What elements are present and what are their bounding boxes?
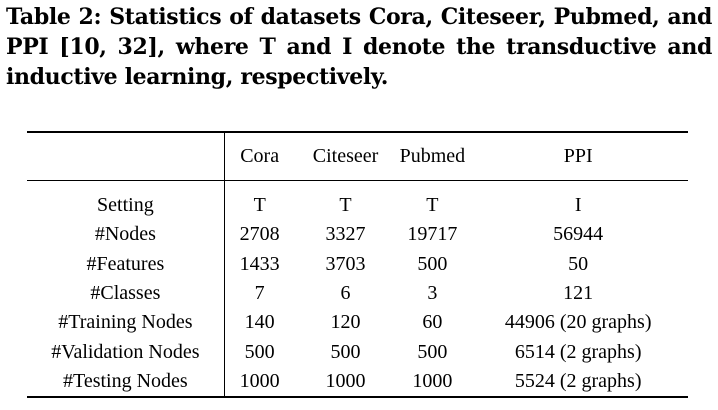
header-cell-cora: Cora xyxy=(223,132,295,181)
cell-cora: T xyxy=(223,180,295,221)
table-row-nodes: #Nodes 2708 3327 19717 56944 xyxy=(27,220,688,250)
cell-citeseer: 6 xyxy=(340,282,351,305)
table-header-row: Cora Citeseer Pubmed PPI xyxy=(27,132,688,181)
cell-pubmed: 500 xyxy=(417,340,448,363)
cell-citeseer: 3327 xyxy=(325,223,366,246)
table-row-training-nodes: #Training Nodes 140 120 60 44906 (20 gra… xyxy=(27,308,688,338)
row-label: #Training Nodes xyxy=(58,311,193,334)
cell-pubmed: 19717 xyxy=(407,223,458,246)
cell-citeseer: 3703 xyxy=(325,252,366,275)
cell-ppi: 50 xyxy=(568,252,589,275)
cell-ppi: 5524 (2 graphs) xyxy=(514,369,642,392)
row-label: #Testing Nodes xyxy=(63,369,188,392)
row-label: #Classes xyxy=(90,282,161,305)
cell-citeseer: T xyxy=(339,194,352,217)
cell-ppi: 121 xyxy=(563,282,594,305)
table-row-features: #Features 1433 3703 500 50 xyxy=(27,249,688,279)
cell-ppi: 6514 (2 graphs) xyxy=(514,340,642,363)
cell-ppi: I xyxy=(574,194,582,217)
cell-cora: 7 xyxy=(223,278,295,309)
header-cell-pubmed: Pubmed xyxy=(399,145,466,167)
cell-cora: 1000 xyxy=(223,366,295,398)
row-label: #Features xyxy=(86,252,165,275)
table-caption: Table 2: Statistics of datasets Cora, Ci… xyxy=(6,4,712,90)
table-row-setting: Setting T T T I xyxy=(27,180,688,221)
cell-cora: 140 xyxy=(223,308,295,338)
header-cell-citeseer: Citeseer xyxy=(312,145,379,167)
table-row-validation-nodes: #Validation Nodes 500 500 500 6514 (2 gr… xyxy=(27,337,688,367)
statistics-table-container: Cora Citeseer Pubmed PPI Setting T T T I… xyxy=(27,131,688,398)
row-label: #Validation Nodes xyxy=(51,340,200,363)
cell-pubmed: T xyxy=(426,194,439,217)
cell-ppi: 44906 (20 graphs) xyxy=(504,311,652,334)
cell-pubmed: 60 xyxy=(422,311,443,334)
cell-citeseer: 1000 xyxy=(325,369,366,392)
table-row-classes: #Classes 7 6 3 121 xyxy=(27,278,688,309)
row-label: Setting xyxy=(97,194,154,217)
table-row-testing-nodes: #Testing Nodes 1000 1000 1000 5524 (2 gr… xyxy=(27,366,688,398)
cell-citeseer: 500 xyxy=(330,340,361,363)
header-cell-empty xyxy=(27,132,224,181)
cell-pubmed: 500 xyxy=(417,252,448,275)
header-cell-ppi: PPI xyxy=(563,145,593,167)
cell-cora: 2708 xyxy=(223,220,295,250)
row-label: #Nodes xyxy=(94,223,156,246)
cell-cora: 1433 xyxy=(223,249,295,279)
cell-pubmed: 3 xyxy=(427,282,438,305)
cell-citeseer: 120 xyxy=(330,311,361,334)
cell-cora: 500 xyxy=(223,337,295,367)
cell-pubmed: 1000 xyxy=(412,369,453,392)
cell-ppi: 56944 xyxy=(553,223,604,246)
dataset-statistics-table: Cora Citeseer Pubmed PPI Setting T T T I… xyxy=(27,131,688,398)
